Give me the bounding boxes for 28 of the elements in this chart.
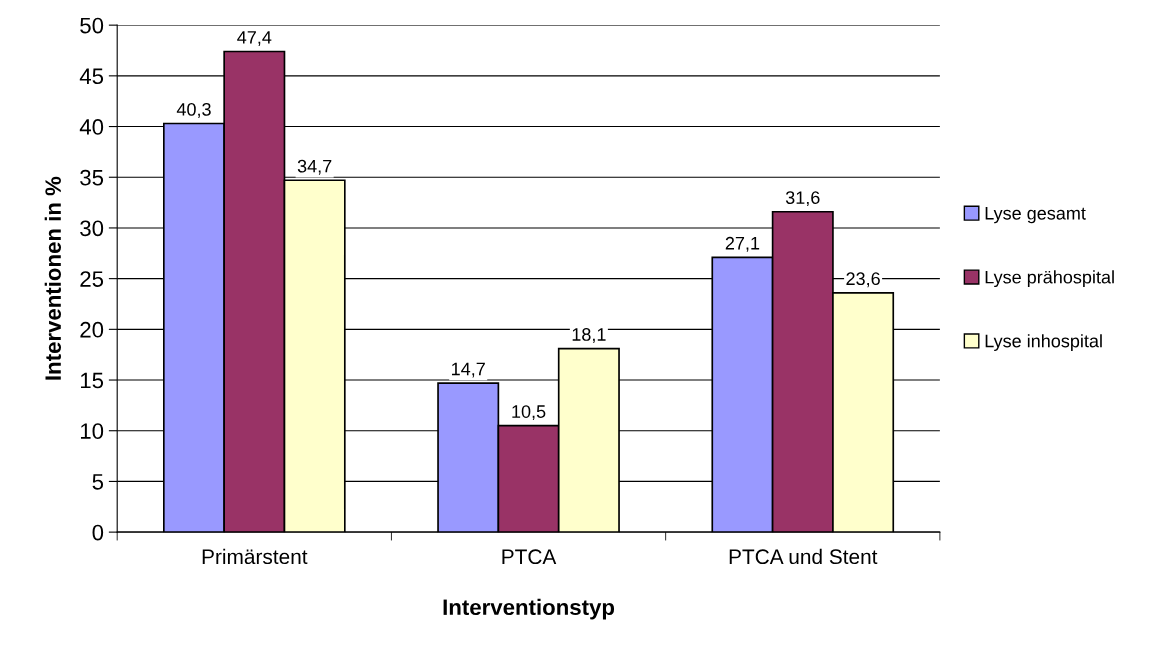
data-label: 34,7 <box>297 159 332 175</box>
legend-label: Lyse inhospital <box>985 334 1102 351</box>
data-label: 47,4 <box>237 31 272 46</box>
y-tick-label: 25 <box>80 271 104 287</box>
x-tick-label: PTCA und Stent <box>729 548 878 565</box>
data-label: 40,3 <box>176 102 211 118</box>
x-axis-title: Interventionstyp <box>443 598 615 620</box>
y-tick-label: 5 <box>92 474 104 490</box>
data-label: 10,5 <box>512 405 546 421</box>
y-tick-label: 35 <box>80 169 104 186</box>
y-tick-label: 30 <box>80 220 104 237</box>
data-label: 27,1 <box>725 236 760 252</box>
y-tick-label: 50 <box>80 17 104 34</box>
x-tick-label: Primärstent <box>202 548 308 565</box>
y-tick-label: 15 <box>80 372 104 389</box>
legend-label: Lyse gesamt <box>985 207 1086 224</box>
y-tick-label: 20 <box>80 321 104 338</box>
data-label: 23,6 <box>846 272 880 288</box>
legend-label: Lyse prähospital <box>985 270 1114 288</box>
y-tick-label: 40 <box>79 119 104 135</box>
y-tick-label: 10 <box>80 423 104 439</box>
y-axis-title: Interventionen in % <box>44 176 62 380</box>
x-tick-label: PTCA <box>502 549 557 565</box>
data-label: 31,6 <box>785 191 820 207</box>
data-label: 14,7 <box>452 362 485 378</box>
y-tick-label: 0 <box>92 524 104 541</box>
data-label: 18,1 <box>572 328 606 343</box>
y-tick-label: 45 <box>79 68 104 85</box>
